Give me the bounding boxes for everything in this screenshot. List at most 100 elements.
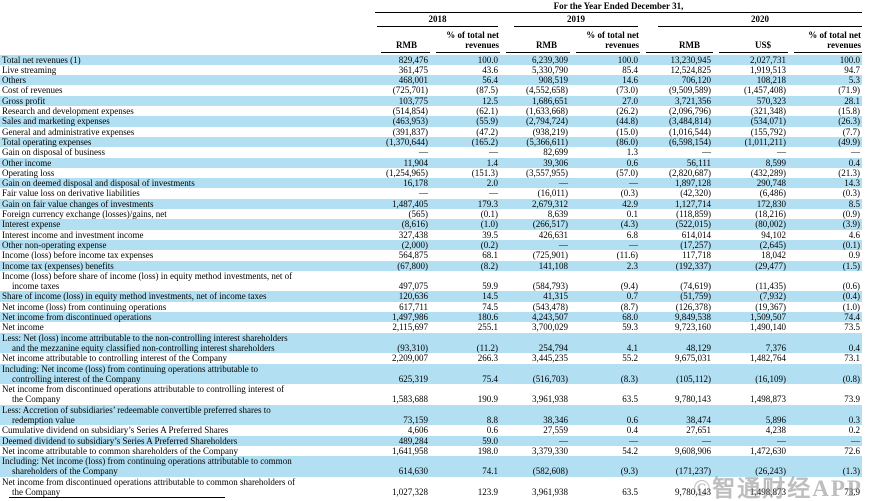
value-cell: (584,793) bbox=[532, 281, 568, 292]
value-cell: (0.1) bbox=[480, 209, 498, 220]
value-cell: 614,630 bbox=[398, 466, 428, 477]
row-label: Net income (loss) from continuing operat… bbox=[2, 301, 167, 312]
value-cell: (86.0) bbox=[616, 136, 638, 147]
value-cell: (1.0) bbox=[480, 219, 498, 230]
row-label: Cost of revenues bbox=[2, 85, 63, 96]
value-cell: 1,897,128 bbox=[675, 178, 711, 189]
value-cell: (0.3) bbox=[620, 188, 638, 199]
value-cell: (1,370,644) bbox=[386, 136, 428, 147]
table-header-title-row: For the Year Ended December 31, bbox=[0, 1, 862, 14]
value-cell: 38,346 bbox=[543, 414, 568, 425]
value-cell: (192,337) bbox=[675, 260, 711, 271]
column-header-2020-usd: US$ bbox=[719, 30, 788, 53]
value-cell: (0.8) bbox=[842, 373, 860, 384]
value-cell: 1,472,630 bbox=[750, 445, 786, 456]
value-cell: — bbox=[489, 147, 498, 158]
value-cell: (1.5) bbox=[842, 260, 860, 271]
table-row: Interest expense (8,616) (1.0) (266,517) (4.… bbox=[0, 219, 862, 230]
value-cell: — bbox=[419, 188, 428, 199]
value-cell: 27,559 bbox=[543, 425, 568, 436]
value-cell: (126,378) bbox=[675, 301, 711, 312]
value-cell: (80,002) bbox=[755, 219, 786, 230]
value-cell: (44.8) bbox=[616, 116, 638, 127]
value-cell: (49.9) bbox=[838, 136, 860, 147]
value-cell: (0.1) bbox=[842, 239, 860, 250]
value-cell: (8.3) bbox=[620, 373, 638, 384]
footnote-separator-rule bbox=[9, 496, 225, 498]
value-cell: (725,901) bbox=[532, 250, 568, 261]
table-row: Total operating expenses (1,370,644) (165.… bbox=[0, 136, 862, 148]
value-cell: (26,243) bbox=[755, 466, 786, 477]
value-cell: 290,748 bbox=[756, 178, 786, 189]
value-cell: 3,379,330 bbox=[532, 445, 568, 456]
value-cell: (514,854) bbox=[392, 106, 428, 117]
value-cell: (321,348) bbox=[750, 106, 786, 117]
value-cell: 6.8 bbox=[626, 229, 638, 240]
value-cell: (565) bbox=[408, 209, 429, 220]
value-cell: (266,517) bbox=[532, 219, 568, 230]
row-label: Gain on deemed disposal and disposal of … bbox=[2, 178, 195, 189]
table-row: Net income from discontinued operations 1… bbox=[0, 312, 862, 323]
value-cell: 3,961,938 bbox=[532, 394, 568, 405]
row-label: Net income from discontinued operations … bbox=[2, 384, 285, 405]
row-label: Operating loss bbox=[2, 167, 55, 178]
value-cell: 190.9 bbox=[477, 394, 498, 405]
row-label: Net income attributable to common shareh… bbox=[2, 445, 238, 456]
value-cell: 570,323 bbox=[756, 95, 786, 106]
value-cell: (8,616) bbox=[401, 219, 428, 230]
value-cell: (42,320) bbox=[680, 188, 711, 199]
value-cell: 0.6 bbox=[486, 425, 498, 436]
value-cell: 11,904 bbox=[403, 157, 428, 168]
value-cell: 68.0 bbox=[622, 312, 638, 323]
value-cell: 266.3 bbox=[477, 353, 498, 364]
value-cell: 74.5 bbox=[482, 301, 498, 312]
year-column-2019: 2019 bbox=[514, 14, 638, 27]
value-cell: 0.1 bbox=[626, 209, 638, 220]
value-cell: (9.3) bbox=[620, 466, 638, 477]
value-cell: 8,639 bbox=[547, 209, 568, 220]
value-cell: (26.2) bbox=[616, 106, 638, 117]
row-label: Other income bbox=[2, 157, 52, 168]
table-row: Less: Net (loss) income attributable to … bbox=[0, 332, 862, 354]
value-cell: 1,498,873 bbox=[750, 394, 786, 405]
column-header-2019-rmb: RMB bbox=[506, 30, 570, 53]
value-cell: (8.2) bbox=[480, 260, 498, 271]
value-cell: (6,486) bbox=[759, 188, 786, 199]
value-cell: — bbox=[559, 178, 568, 189]
value-cell: 59.3 bbox=[622, 322, 638, 333]
value-cell: 0.6 bbox=[626, 157, 638, 168]
table-row: Income tax (expenses) benefits (67,800) (8… bbox=[0, 260, 862, 271]
table-header-units-row: RMB % of total net revenues RMB % of tot… bbox=[0, 30, 862, 53]
row-label: Fair value loss on derivative liabilitie… bbox=[2, 188, 140, 199]
row-label: Others bbox=[2, 75, 26, 86]
value-cell: (19,367) bbox=[755, 301, 786, 312]
value-cell: 1,583,688 bbox=[392, 394, 428, 405]
value-cell: (2,645) bbox=[759, 239, 786, 250]
value-cell: — bbox=[629, 239, 638, 250]
value-cell: 908,519 bbox=[538, 75, 568, 86]
value-cell: 103,775 bbox=[398, 95, 428, 106]
row-label: Other non-operating expense bbox=[2, 239, 107, 250]
row-label: Less: Net (loss) income attributable to … bbox=[2, 332, 288, 353]
table-row: Research and development expenses (514,85… bbox=[0, 106, 862, 117]
value-cell: (1.0) bbox=[842, 301, 860, 312]
row-label: Foreign currency exchange (losses)/gains… bbox=[2, 209, 167, 220]
value-cell: 43.6 bbox=[482, 64, 498, 75]
value-cell: (2,820,687) bbox=[669, 167, 711, 178]
table-row: Cost of revenues (725,701) (87.5) (4,552,65… bbox=[0, 85, 862, 96]
table-row: Net income 2,115,697 255.1 3,700,029 59.3 9,7… bbox=[0, 322, 862, 333]
table-row: Others 468,001 56.4 908,519 14.6 706,120 108,2… bbox=[0, 75, 862, 86]
value-cell: 254,794 bbox=[538, 342, 568, 353]
value-cell: 18,042 bbox=[761, 250, 786, 261]
value-cell: — bbox=[777, 435, 786, 446]
value-cell: 0.3 bbox=[848, 414, 860, 425]
value-cell: 73,159 bbox=[403, 414, 428, 425]
value-cell: (155,792) bbox=[750, 126, 786, 137]
value-cell: 1,497,986 bbox=[392, 312, 428, 323]
row-label: Including: Net income (loss) from contin… bbox=[2, 363, 258, 384]
value-cell: (21.3) bbox=[838, 167, 860, 178]
value-cell: 1,686,651 bbox=[532, 95, 568, 106]
value-cell: 1,127,714 bbox=[675, 198, 711, 209]
table-body: Total net revenues (1) 829,476 100.0 6,239,… bbox=[0, 54, 871, 498]
value-cell: (26.3) bbox=[838, 116, 860, 127]
